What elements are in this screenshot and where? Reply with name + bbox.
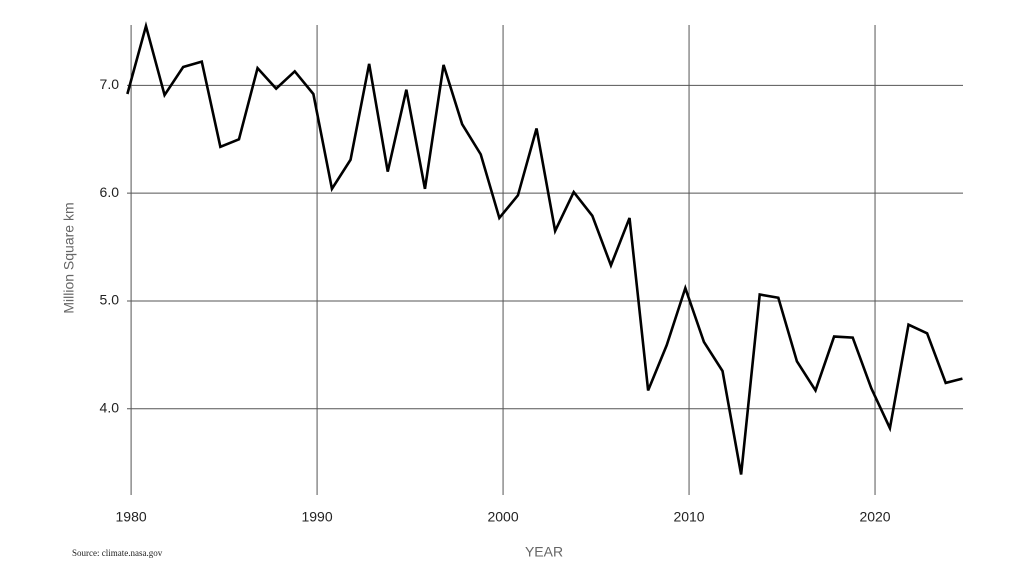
y-tick-label: 6.0 bbox=[100, 184, 120, 200]
source-note: Source: climate.nasa.gov bbox=[72, 548, 163, 558]
x-tick-label: 1990 bbox=[301, 509, 332, 525]
y-axis-label: Million Square km bbox=[61, 202, 77, 313]
x-tick-label: 2000 bbox=[487, 509, 518, 525]
x-tick-label: 2020 bbox=[859, 509, 890, 525]
y-tick-label: 4.0 bbox=[100, 399, 120, 415]
y-tick-label: 7.0 bbox=[100, 76, 120, 92]
x-tick-label: 2010 bbox=[673, 509, 704, 525]
x-tick-label: 1980 bbox=[116, 509, 147, 525]
x-axis-label: YEAR bbox=[525, 544, 563, 560]
data-line bbox=[126, 21, 963, 475]
y-tick-label: 5.0 bbox=[100, 292, 120, 308]
